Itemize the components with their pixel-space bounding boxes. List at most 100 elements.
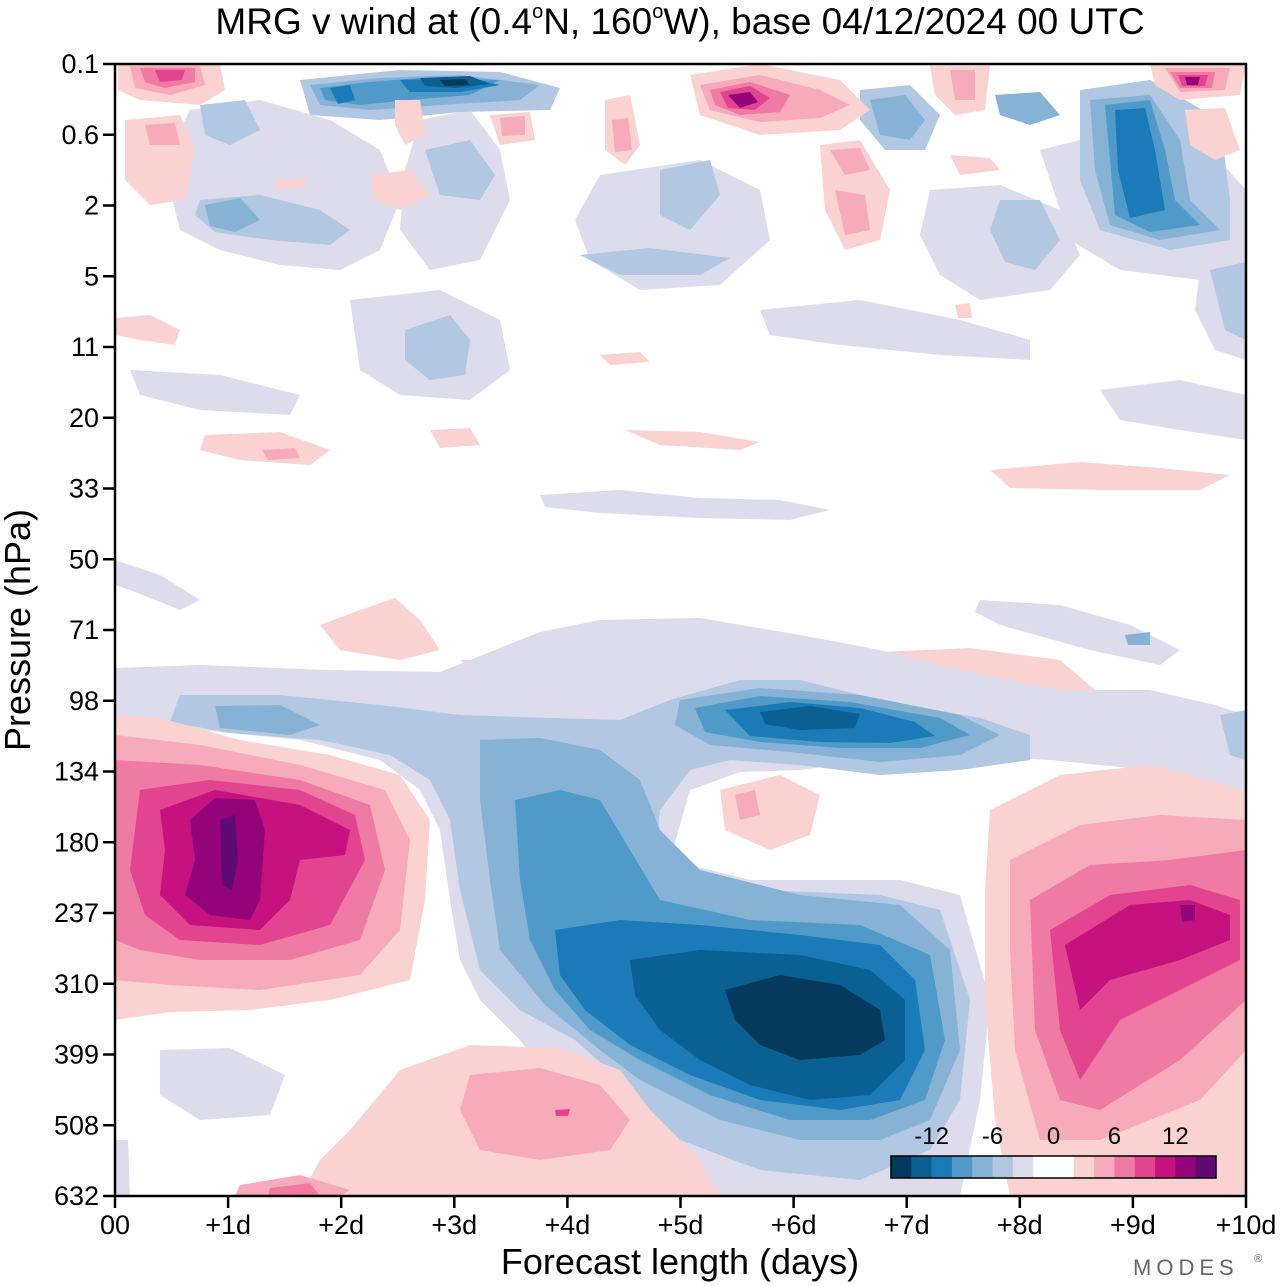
contour-pos-2-w xyxy=(955,303,972,318)
y-tick-label: 399 xyxy=(54,1040,99,1070)
colorbar-swatch xyxy=(951,1156,973,1178)
colorbar-swatch xyxy=(1134,1156,1156,1178)
contour-pos-2-u xyxy=(880,648,1095,695)
positive-lobes xyxy=(115,715,1246,1196)
contour-pos-10-b xyxy=(1185,77,1200,85)
contour-pos-2-v xyxy=(600,352,650,365)
contour-pos-4-g xyxy=(950,70,975,100)
x-tick-label: 00 xyxy=(100,1210,130,1240)
x-axis-title: Forecast length (days) xyxy=(501,1241,859,1282)
contour-pos-4-e xyxy=(835,190,870,235)
modes-logo: MODES ® xyxy=(1133,1253,1262,1280)
y-tick-label: 33 xyxy=(69,474,99,504)
y-tick-label: 0.6 xyxy=(61,120,99,150)
contour-neg-2-i xyxy=(760,300,1030,360)
contour-neg-14-a xyxy=(440,79,470,86)
contour-neg-2-mid xyxy=(160,1048,285,1120)
contour-pos-4-d xyxy=(830,148,870,175)
colorbar-swatch xyxy=(891,1156,912,1178)
y-tick-label: 310 xyxy=(54,969,99,999)
y-tick-label: 0.1 xyxy=(61,49,99,79)
contour-neg-8-c xyxy=(330,85,355,104)
y-tick-label: 11 xyxy=(71,332,99,362)
contour-pos-14-left xyxy=(220,815,238,890)
colorbar-swatch xyxy=(1053,1156,1075,1178)
y-tick-label: 237 xyxy=(54,898,99,928)
contour-neg-2-j xyxy=(540,490,830,520)
title-part-2: N, 160 xyxy=(543,1,652,42)
colorbar-swatch xyxy=(1073,1156,1095,1178)
contour-neg-6-trop2 xyxy=(1125,632,1150,645)
y-tick-label: 632 xyxy=(54,1181,99,1211)
contour-neg-6-main xyxy=(215,705,320,735)
colorbar: -12 -6 0 6 12 xyxy=(890,1123,1217,1179)
contour-neg-4-k xyxy=(1210,262,1246,340)
tropopause-negative-band xyxy=(115,618,1246,1196)
contour-neg-2-h xyxy=(130,370,300,415)
contour-pos-2-q xyxy=(625,430,760,450)
contour-pos-2-p xyxy=(430,428,480,448)
y-tick-label: 180 xyxy=(54,827,99,857)
colorbar-tick-label: 6 xyxy=(1108,1123,1121,1150)
contour-pos-4-i xyxy=(612,118,632,152)
contour-neg-4-j xyxy=(580,248,730,275)
modes-logo-text: MODES xyxy=(1133,1255,1239,1280)
contour-neg-14-main xyxy=(725,975,885,1060)
colorbar-tick-label: 12 xyxy=(1162,1123,1189,1150)
colorbar-swatch xyxy=(911,1156,932,1178)
contour-neg-4-i xyxy=(200,100,260,145)
contour-neg-4-d xyxy=(660,160,720,230)
contour-pos-10-right xyxy=(1065,900,1230,1010)
y-tick-label: 20 xyxy=(69,403,99,433)
y-axis-title: Pressure (hPa) xyxy=(0,509,38,751)
y-tick-label: 2 xyxy=(84,191,99,221)
modes-logo-mark: ® xyxy=(1254,1253,1262,1265)
contour-pos-12-right xyxy=(1180,905,1195,922)
y-tick-label: 98 xyxy=(69,686,99,716)
colorbar-frame xyxy=(890,1155,1217,1179)
contour-pos-6-bottom xyxy=(268,1183,320,1196)
colorbar-swatch xyxy=(972,1156,993,1178)
colorbar-swatch xyxy=(1155,1156,1176,1178)
contour-neg-2-bl xyxy=(115,1140,130,1196)
contour-neg-2-l xyxy=(975,600,1180,665)
colorbar-swatch xyxy=(1114,1156,1136,1178)
contour-neg-2-m xyxy=(1100,380,1246,440)
x-tick-label: +2d xyxy=(318,1210,364,1240)
x-tick-label: +5d xyxy=(658,1210,704,1240)
y-axis: 0.1 0.6 2 5 11 20 33 50 71 98 134 180 237 310 399 508 63… xyxy=(54,49,115,1211)
y-tick-label: 134 xyxy=(54,757,99,787)
contour-neg-6-c xyxy=(870,95,925,140)
x-axis: 00 +1d +2d +3d +4d +5d +6d +7d +8d +9d +10d xyxy=(100,1196,1276,1240)
contour-pos-2-k xyxy=(395,100,425,145)
contour-neg-6-d xyxy=(205,198,260,232)
contour-pos-2-r xyxy=(990,462,1230,490)
x-tick-label: +6d xyxy=(771,1210,817,1240)
contour-neg-10-a xyxy=(1115,108,1165,218)
colorbar-tick-label: 0 xyxy=(1047,1123,1060,1150)
contour-pos-2-h xyxy=(370,170,430,210)
contour-neg-12-trop xyxy=(760,706,860,730)
contour-pos-6-lower xyxy=(555,1109,570,1116)
contour-pos-2-l xyxy=(950,155,1000,175)
chart-title: MRG v wind at (0.4oN, 160oW), base 04/12… xyxy=(215,1,1144,42)
x-tick-label: +10d xyxy=(1216,1210,1277,1240)
contour-pos-4-h xyxy=(500,116,525,136)
y-tick-label: 71 xyxy=(69,615,99,645)
contour-neg-4-b xyxy=(405,315,470,380)
contour-pos-8-b xyxy=(155,70,185,82)
contour-pos-10-a xyxy=(728,92,758,108)
contour-neg-6-e xyxy=(995,92,1060,125)
colorbar-swatch xyxy=(1175,1156,1196,1178)
contour-neg-4-e xyxy=(990,200,1060,270)
x-tick-label: +4d xyxy=(544,1210,590,1240)
contour-pos-4-lower xyxy=(460,1068,630,1160)
title-part-1: MRG v wind at (0.4 xyxy=(215,1,532,42)
plot-area xyxy=(115,64,1246,1196)
y-tick-label: 50 xyxy=(69,544,99,574)
contour-pos-2-n xyxy=(115,315,180,345)
colorbar-swatch xyxy=(992,1156,1014,1178)
y-tick-label: 508 xyxy=(54,1110,99,1140)
colorbar-swatch xyxy=(931,1156,953,1178)
